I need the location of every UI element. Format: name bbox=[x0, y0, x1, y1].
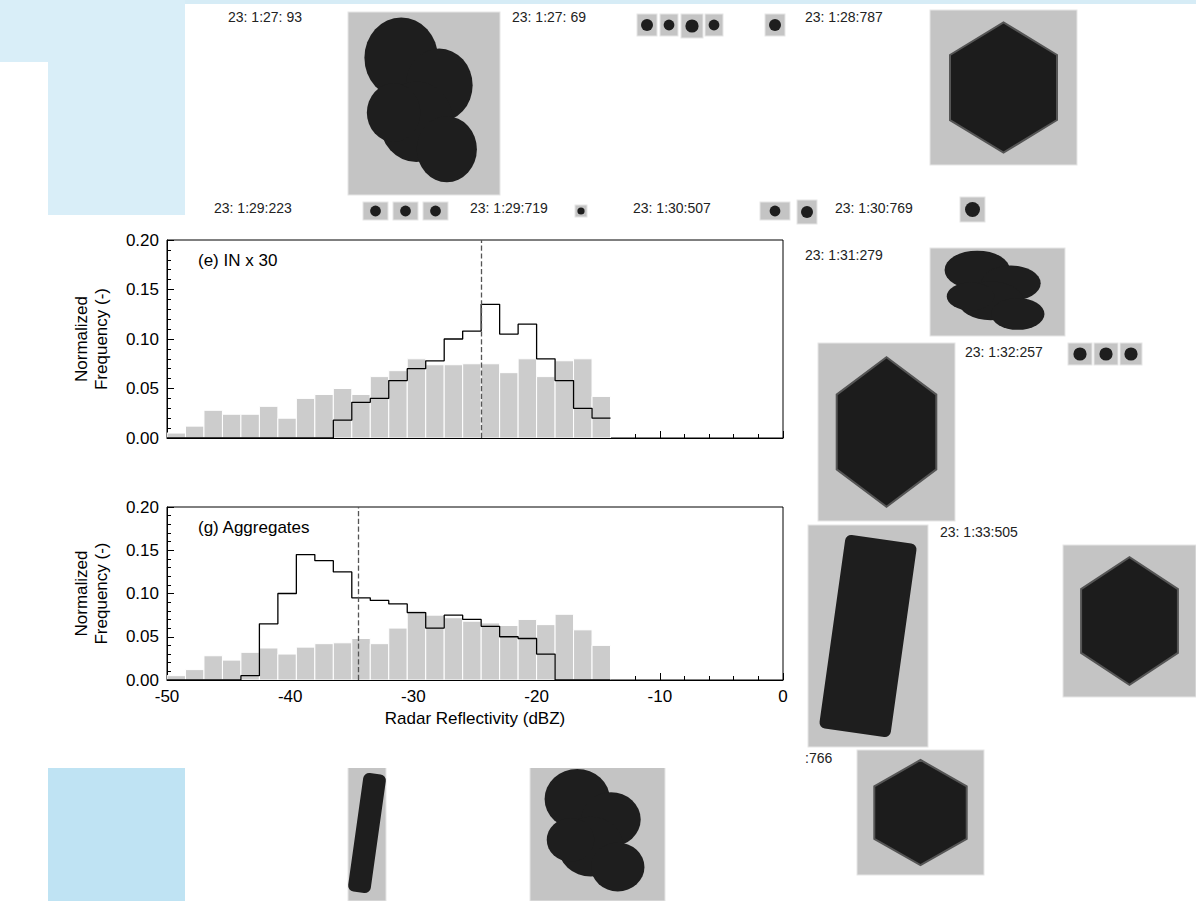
svg-text:23: 1:30:507: 23: 1:30:507 bbox=[633, 200, 711, 216]
svg-text:Frequency (-): Frequency (-) bbox=[92, 288, 111, 390]
svg-text:23: 1:32:257: 23: 1:32:257 bbox=[965, 344, 1043, 360]
svg-text:0.10: 0.10 bbox=[126, 330, 159, 349]
svg-text:0.05: 0.05 bbox=[126, 379, 159, 398]
svg-text:0.20: 0.20 bbox=[126, 498, 159, 517]
svg-text:-40: -40 bbox=[278, 687, 303, 706]
svg-text:0.05: 0.05 bbox=[126, 627, 159, 646]
svg-text:0.15: 0.15 bbox=[126, 541, 159, 560]
svg-text:23: 1:27: 93: 23: 1:27: 93 bbox=[228, 9, 302, 25]
svg-text:0.15: 0.15 bbox=[126, 280, 159, 299]
svg-text:23: 1:28:787: 23: 1:28:787 bbox=[805, 9, 883, 25]
svg-text:-50: -50 bbox=[155, 687, 180, 706]
svg-text:(g) Aggregates: (g) Aggregates bbox=[198, 518, 310, 537]
svg-text:0.10: 0.10 bbox=[126, 584, 159, 603]
svg-text:-30: -30 bbox=[401, 687, 426, 706]
svg-text:Radar Reflectivity (dBZ): Radar Reflectivity (dBZ) bbox=[385, 709, 565, 728]
svg-text::766: :766 bbox=[805, 750, 832, 766]
svg-text:0.00: 0.00 bbox=[125, 670, 159, 690]
svg-text:23: 1:27: 69: 23: 1:27: 69 bbox=[512, 9, 586, 25]
svg-text:-10: -10 bbox=[648, 687, 673, 706]
svg-text:Frequency (-): Frequency (-) bbox=[92, 542, 111, 644]
svg-text:23: 1:30:769: 23: 1:30:769 bbox=[835, 200, 913, 216]
svg-text:23: 1:29:223: 23: 1:29:223 bbox=[214, 200, 292, 216]
svg-text:(e) IN x 30: (e) IN x 30 bbox=[198, 251, 277, 270]
svg-text:23: 1:31:279: 23: 1:31:279 bbox=[805, 247, 883, 263]
svg-text:23: 1:29:719: 23: 1:29:719 bbox=[470, 200, 548, 216]
svg-text:-20: -20 bbox=[524, 687, 549, 706]
svg-text:Normalized: Normalized bbox=[72, 296, 91, 382]
svg-text:0: 0 bbox=[778, 687, 787, 706]
svg-text:23: 1:33:505: 23: 1:33:505 bbox=[940, 524, 1018, 540]
svg-text:0.20: 0.20 bbox=[126, 231, 159, 250]
svg-text:0.00: 0.00 bbox=[126, 429, 159, 448]
svg-text:Normalized: Normalized bbox=[72, 551, 91, 637]
